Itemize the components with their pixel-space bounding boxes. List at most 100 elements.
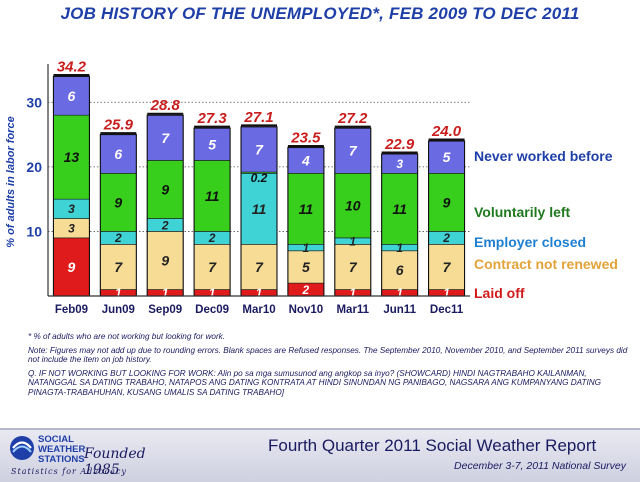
logo-tagline: Statistics for Advocacy <box>11 467 127 476</box>
bar-segment-voluntarily-left-nov10 <box>287 173 325 245</box>
legend-label-contract-not-renewed: Contract not renewed <box>474 256 618 272</box>
x-tick-label-mar11: Mar11 <box>336 304 369 316</box>
data-label-employer-closed-dec11: 2 <box>442 231 450 245</box>
data-label-employer-closed-feb09: 3 <box>68 202 75 216</box>
data-label-employer-closed-mar10: 11 <box>252 201 267 217</box>
data-label-contract-not-renewed-nov10: 5 <box>302 259 310 275</box>
data-label-employer-closed-jun09: 2 <box>114 231 122 245</box>
data-label-contract-not-renewed-jun09: 7 <box>114 259 123 275</box>
bar-segment-contract-not-renewed-nov10 <box>287 250 325 284</box>
data-label-never-worked-before-mar11: 7 <box>349 143 358 159</box>
y-tick-label-20: 20 <box>26 159 42 175</box>
data-label-never-worked-before-dec09: 5 <box>208 136 216 152</box>
data-label-contract-not-renewed-mar11: 7 <box>349 259 358 275</box>
bar-segment-voluntarily-left-mar11 <box>334 173 372 239</box>
y-tick-label-10: 10 <box>26 223 42 239</box>
total-label-nov10: 23.5 <box>290 129 321 146</box>
x-tick-label-dec09: Dec09 <box>195 304 229 316</box>
data-label-never-worked-before-dec11: 5 <box>443 149 451 165</box>
bars <box>52 73 466 297</box>
data-label-laid-off-feb09: 9 <box>68 259 76 275</box>
data-label-voluntarily-left-mar10: 0.2 <box>251 171 268 185</box>
x-tick-label-feb09: Feb09 <box>55 304 88 316</box>
data-label-voluntarily-left-jun09: 9 <box>114 194 122 210</box>
report-subtitle: December 3-7, 2011 National Survey <box>454 460 626 472</box>
legend-label-never-worked-before: Never worked before <box>474 148 613 164</box>
data-label-laid-off-mar11: 1 <box>349 286 356 300</box>
bar-segment-never-worked-before-nov10 <box>287 147 325 174</box>
data-label-voluntarily-left-nov10: 11 <box>299 201 314 217</box>
data-label-contract-not-renewed-mar10: 7 <box>255 259 264 275</box>
total-label-jun09: 25.9 <box>103 117 134 134</box>
rounding-note: Note: Figures may not add up due to roun… <box>28 345 628 365</box>
y-axis-label: % of adults in labor force <box>5 116 17 247</box>
survey-question: Q. IF NOT WORKING BUT LOOKING FOR WORK: … <box>28 368 602 397</box>
legend-label-employer-closed: Employer closed <box>474 234 586 250</box>
segment-labels: 93313634.21729625.91929728.817211527.317… <box>57 58 462 300</box>
data-label-employer-closed-jun11: 1 <box>396 241 403 255</box>
data-label-laid-off-mar10: 1 <box>256 286 263 300</box>
data-label-never-worked-before-nov10: 4 <box>301 152 310 168</box>
total-label-dec11: 24.0 <box>431 123 462 140</box>
data-label-never-worked-before-jun11: 3 <box>396 157 403 171</box>
report-title: Fourth Quarter 2011 Social Weather Repor… <box>268 436 597 455</box>
data-label-voluntarily-left-feb09: 13 <box>64 149 80 165</box>
bar-segment-voluntarily-left-sep09 <box>146 160 184 219</box>
bar-segment-never-worked-before-jun09 <box>100 134 137 174</box>
data-label-laid-off-sep09: 1 <box>162 286 169 300</box>
data-label-contract-not-renewed-jun11: 6 <box>396 262 404 278</box>
x-tick-label-sep09: Sep09 <box>148 304 182 316</box>
data-label-laid-off-dec09: 1 <box>209 286 216 300</box>
legend: Laid off Contract not renewed Employer clo… <box>474 148 618 301</box>
chart-title: JOB HISTORY OF THE UNEMPLOYED*, FEB 2009… <box>60 4 580 23</box>
footer-band <box>0 428 640 482</box>
data-label-laid-off-jun11: 1 <box>396 286 403 300</box>
notes-block: * % of adults who are not working but lo… <box>28 332 628 402</box>
bar-segment-never-worked-before-sep09 <box>146 114 184 161</box>
data-label-voluntarily-left-sep09: 9 <box>161 181 169 197</box>
data-label-voluntarily-left-dec09: 11 <box>205 188 220 204</box>
total-label-sep09: 28.8 <box>150 97 181 114</box>
data-label-never-worked-before-jun09: 6 <box>114 146 122 162</box>
total-label-mar10: 27.1 <box>243 109 273 126</box>
bar-segment-voluntarily-left-jun11 <box>381 173 418 245</box>
logo-line-1: SOCIAL <box>38 434 74 445</box>
bar-segment-never-worked-before-dec11 <box>428 140 465 174</box>
x-tick-label-dec11: Dec11 <box>430 304 464 316</box>
total-label-dec09: 27.3 <box>197 110 228 127</box>
data-label-employer-closed-dec09: 2 <box>208 231 216 245</box>
sws-logo: SOCIAL WEATHER STATIONS Founded 1985 Sta… <box>8 433 158 478</box>
bar-segment-laid-off-feb09 <box>53 237 90 297</box>
data-label-laid-off-jun09: 1 <box>115 286 122 300</box>
total-label-jun11: 22.9 <box>384 136 415 153</box>
sws-emblem-icon <box>10 436 34 460</box>
data-label-employer-closed-sep09: 2 <box>161 218 169 232</box>
data-label-employer-closed-mar11: 1 <box>349 234 356 248</box>
data-label-voluntarily-left-dec11: 9 <box>443 194 451 210</box>
data-label-voluntarily-left-mar11: 10 <box>345 198 361 214</box>
data-label-contract-not-renewed-sep09: 9 <box>161 252 169 268</box>
bar-segment-contract-not-renewed-mar10 <box>240 244 278 290</box>
axes: 10 20 30 Feb09 Jun09 Sep09 Dec09 Mar10 Nov10 Mar1… <box>26 64 470 316</box>
data-label-laid-off-nov10: 2 <box>302 283 310 297</box>
x-tick-label-jun09: Jun09 <box>102 304 135 316</box>
data-label-never-worked-before-sep09: 7 <box>161 130 170 146</box>
data-label-never-worked-before-mar10: 7 <box>255 141 264 157</box>
stacked-bar-chart: 93313634.21729625.91929728.817211527.317… <box>5 58 618 316</box>
data-label-employer-closed-nov10: 1 <box>303 241 310 255</box>
legend-label-laid-off: Laid off <box>474 285 525 301</box>
x-tick-label-jun11: Jun11 <box>383 304 416 316</box>
footnote: * % of adults who are not working but lo… <box>28 332 226 341</box>
y-tick-label-30: 30 <box>26 94 42 110</box>
logo-line-2: WEATHER <box>38 444 86 455</box>
data-label-voluntarily-left-jun11: 11 <box>392 201 407 217</box>
x-tick-label-nov10: Nov10 <box>289 304 324 316</box>
logo-line-3: STATIONS <box>38 454 85 465</box>
bar-segment-never-worked-before-mar11 <box>334 127 372 174</box>
data-label-laid-off-dec11: 1 <box>443 286 450 300</box>
data-label-never-worked-before-feb09: 6 <box>68 88 76 104</box>
logo-founded: Founded 1985 <box>84 446 146 478</box>
data-label-contract-not-renewed-dec09: 7 <box>208 259 217 275</box>
total-label-mar11: 27.2 <box>337 110 368 127</box>
data-label-contract-not-renewed-feb09: 3 <box>68 221 75 235</box>
